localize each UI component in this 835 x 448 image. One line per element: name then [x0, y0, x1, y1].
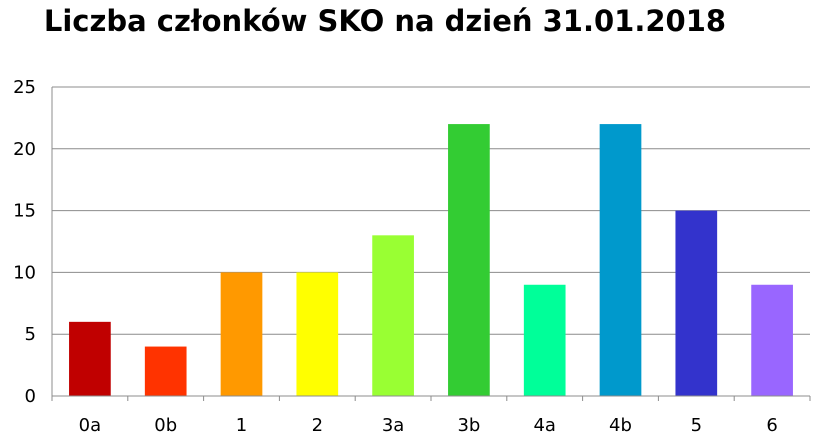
- bar-0a: [69, 321, 111, 396]
- x-tick-label: 3b: [457, 415, 480, 436]
- x-tick-label: 0a: [79, 415, 101, 436]
- bar-2: [296, 272, 339, 396]
- x-tick-label: 4b: [609, 415, 632, 436]
- y-tick-label: 25: [13, 77, 36, 98]
- bars: [69, 124, 793, 396]
- bar-3b: [448, 124, 490, 396]
- chart-title: Liczba członków SKO na dzień 31.01.2018: [43, 4, 727, 38]
- x-tick-labels: 0a 0b 1 2 3a 3b 4a 4b 5 6: [79, 415, 778, 436]
- x-tick-label: 6: [766, 415, 777, 436]
- y-tick-label: 5: [25, 324, 36, 345]
- y-tick-labels: 0 5 10 15 20 25: [13, 77, 36, 407]
- x-tick-label: 1: [236, 415, 247, 436]
- y-tick-label: 20: [13, 139, 36, 160]
- x-tick-label: 2: [312, 415, 323, 436]
- y-tick-label: 10: [13, 262, 36, 283]
- bar-3a: [372, 235, 414, 396]
- bar-0b: [144, 346, 187, 396]
- bar-5: [675, 210, 718, 396]
- axes: [51, 87, 811, 401]
- bar-4b: [599, 124, 642, 396]
- x-tick-label: 4a: [533, 415, 555, 436]
- y-tick-label: 0: [25, 386, 36, 407]
- bar-4a: [523, 284, 566, 396]
- y-tick-label: 15: [13, 201, 36, 222]
- bar-6: [751, 284, 793, 396]
- x-tick-label: 0b: [154, 415, 177, 436]
- x-tick-label: 3a: [382, 415, 404, 436]
- x-tick-label: 5: [691, 415, 702, 436]
- bar-1: [220, 272, 263, 396]
